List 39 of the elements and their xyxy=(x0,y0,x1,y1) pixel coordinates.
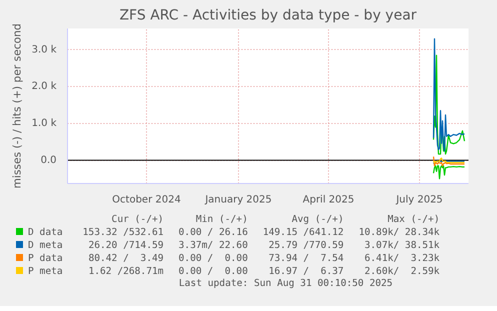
x-tick-label: April 2025 xyxy=(302,194,354,206)
line-series xyxy=(432,156,466,166)
x-tick-label: October 2024 xyxy=(112,194,181,206)
legend-label: D data xyxy=(27,226,64,239)
y-tick-label: 1.0 k xyxy=(32,118,57,129)
text: 26.20 /714.59 xyxy=(87,239,165,252)
text: Min (-/+) xyxy=(194,213,249,226)
text: 3.07k/ 38.51k xyxy=(364,239,441,252)
text: 6.41k/ 3.23k xyxy=(364,252,441,265)
text: Max (-/+) xyxy=(386,213,441,226)
chart-title: ZFS ARC - Activities by data type - by year xyxy=(119,8,417,24)
y-tick-label: 0.0 xyxy=(40,154,57,166)
text: 10.89k/ 28.34k xyxy=(358,226,441,239)
text: 16.97 / 6.37 xyxy=(268,265,345,278)
line-series xyxy=(432,165,466,180)
text: 153.32 /532.61 xyxy=(82,226,165,239)
x-tick-label: July 2025 xyxy=(395,194,443,206)
text: 0.00 / 0.00 xyxy=(178,252,249,265)
text: 149.15 /641.12 xyxy=(262,226,345,239)
text: Avg (-/+) xyxy=(290,213,345,226)
text: Last update: Sun Aug 31 00:10:50 2025 xyxy=(178,278,394,289)
x-tick-label: January 2025 xyxy=(204,194,272,206)
line-series xyxy=(432,54,466,155)
legend-label: D meta xyxy=(27,239,64,252)
y-axis-title: misses (-) / hits (+) per second xyxy=(10,23,24,189)
text: 2.60k/ 2.59k xyxy=(364,265,441,278)
text: Cur (-/+) xyxy=(110,213,165,226)
y-tick-label: 3.0 k xyxy=(32,44,57,56)
text: 0.00 / 26.16 xyxy=(178,226,249,239)
text: 3.37m/ 22.60 xyxy=(178,239,249,252)
legend-label: P data xyxy=(27,252,64,265)
line-series xyxy=(432,38,466,152)
text: 80.42 / 3.49 xyxy=(87,252,165,265)
legend-label: P meta xyxy=(27,265,64,278)
text: 73.94 / 7.54 xyxy=(268,252,345,265)
y-tick-label: 2.0 k xyxy=(32,81,57,92)
text: 0.00 / 0.00 xyxy=(178,265,249,278)
text: 25.79 /770.59 xyxy=(268,239,345,252)
text: 1.62 /268.71m xyxy=(87,265,165,278)
